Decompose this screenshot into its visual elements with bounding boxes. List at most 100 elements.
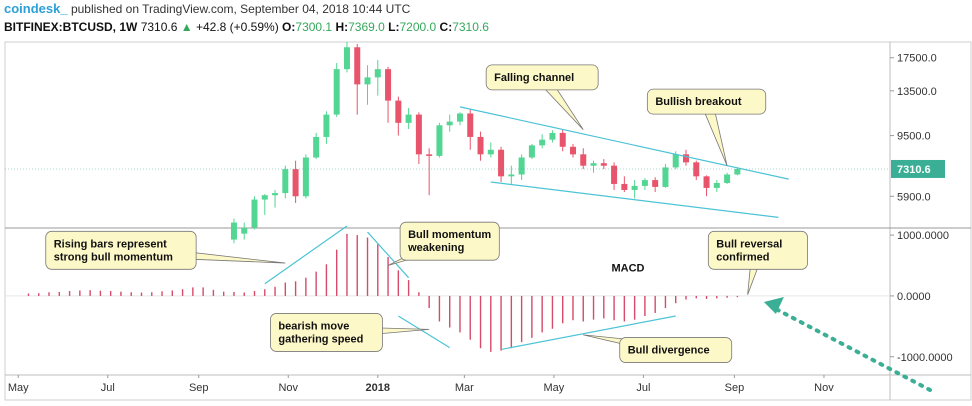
callout-text: Rising bars represent — [54, 238, 167, 250]
candle[interactable] — [282, 165, 289, 199]
candle[interactable] — [600, 159, 607, 170]
macd-tick-label: 1000.0000 — [897, 230, 949, 242]
candle[interactable] — [292, 160, 299, 203]
time-tick-label: May — [544, 382, 565, 394]
candle[interactable] — [508, 165, 515, 184]
candle[interactable] — [313, 132, 320, 160]
candle[interactable] — [477, 131, 484, 161]
reversal-arrow-icon — [763, 297, 932, 392]
candle[interactable] — [518, 154, 525, 181]
candle-body — [672, 154, 679, 168]
candle[interactable] — [415, 112, 422, 165]
candle-body — [600, 163, 607, 166]
candle[interactable] — [528, 143, 535, 160]
macd-trendline[interactable] — [264, 225, 348, 285]
candle[interactable] — [611, 162, 618, 190]
macd-title: MACD — [612, 263, 645, 275]
candle[interactable] — [251, 196, 258, 230]
macd-trendline[interactable] — [500, 315, 676, 351]
candle-body — [374, 69, 381, 78]
candle[interactable] — [590, 160, 597, 173]
channel-trendline[interactable] — [459, 106, 789, 180]
candle[interactable] — [703, 175, 710, 197]
candle[interactable] — [241, 222, 248, 240]
price-pane[interactable] — [5, 42, 890, 244]
candle[interactable] — [498, 146, 505, 182]
price-tick-label: 17500.0 — [897, 53, 937, 65]
candle[interactable] — [456, 112, 463, 126]
callout-box-fill — [46, 232, 196, 269]
candle-body — [713, 182, 720, 188]
candle[interactable] — [693, 160, 700, 181]
candle[interactable] — [395, 96, 402, 136]
candle[interactable] — [405, 107, 412, 130]
candle-body — [662, 167, 669, 187]
candle[interactable] — [549, 130, 556, 143]
price-axis[interactable]: 17500.0 13500.0 9500.0 5900.0 7310.6 — [890, 53, 945, 204]
candle[interactable] — [621, 176, 628, 193]
annotation-callout[interactable]: Bullish breakout — [646, 88, 767, 166]
macd-axis[interactable]: 1000.0000 0.0000 -1000.0000 — [890, 230, 953, 364]
candle[interactable] — [354, 43, 361, 115]
candle[interactable] — [436, 122, 443, 158]
candle[interactable] — [261, 194, 268, 215]
candle[interactable] — [343, 42, 350, 73]
macd-trendline[interactable] — [398, 315, 451, 349]
candle-body — [693, 162, 700, 177]
callout-text: confirmed — [716, 251, 769, 263]
candle[interactable] — [487, 142, 494, 158]
channel-trendline[interactable] — [490, 181, 779, 218]
time-axis[interactable]: May Jul Sep Nov 2018 Mar May Jul Sep Nov — [8, 375, 834, 394]
price-tick-label: 5900.0 — [897, 191, 931, 203]
candle[interactable] — [713, 180, 720, 193]
candle[interactable] — [580, 148, 587, 170]
candle[interactable] — [569, 143, 576, 158]
candle-body — [282, 169, 289, 194]
symbol-label[interactable]: BITFINEX:BTCUSD, 1W — [4, 20, 138, 34]
callout-text: bearish move — [278, 320, 349, 332]
open-value: 7300.1 — [295, 20, 333, 34]
candle[interactable] — [662, 164, 669, 188]
candle[interactable] — [539, 134, 546, 149]
candle[interactable] — [559, 129, 566, 152]
candle[interactable] — [682, 149, 689, 166]
candle[interactable] — [333, 62, 340, 117]
candle[interactable] — [652, 177, 659, 193]
candle-body — [580, 154, 587, 166]
annotation-callout[interactable]: Falling channel — [485, 64, 599, 130]
callout-text: weakening — [407, 242, 464, 254]
candle[interactable] — [364, 65, 371, 105]
candle[interactable] — [272, 189, 279, 208]
candle-body — [343, 47, 350, 70]
candle-body — [405, 114, 412, 123]
candle[interactable] — [385, 66, 392, 123]
macd-trendline[interactable] — [367, 231, 410, 279]
candle[interactable] — [631, 180, 638, 199]
candle-body — [292, 169, 299, 197]
macd-pane[interactable]: MACD — [27, 225, 739, 352]
candle[interactable] — [467, 109, 474, 150]
candle[interactable] — [426, 148, 433, 196]
time-tick-label: May — [8, 382, 29, 394]
brand-name[interactable]: coindesk_ — [4, 1, 68, 16]
candle-body — [385, 69, 392, 101]
candle[interactable] — [446, 114, 453, 132]
candle-body — [251, 199, 258, 228]
last-price-tag[interactable]: 7310.6 — [891, 159, 945, 178]
last-price-tag-bg — [891, 159, 945, 178]
annotation-callout[interactable]: Bull divergence — [583, 334, 733, 363]
close-value: 7310.6 — [452, 20, 489, 34]
candle[interactable] — [374, 59, 381, 96]
candle[interactable] — [641, 178, 648, 190]
candle[interactable] — [302, 154, 309, 199]
candle[interactable] — [323, 111, 330, 144]
high-label: H: — [335, 20, 349, 34]
candle[interactable] — [724, 172, 731, 184]
candle-body — [539, 139, 546, 146]
candle[interactable] — [230, 218, 237, 244]
